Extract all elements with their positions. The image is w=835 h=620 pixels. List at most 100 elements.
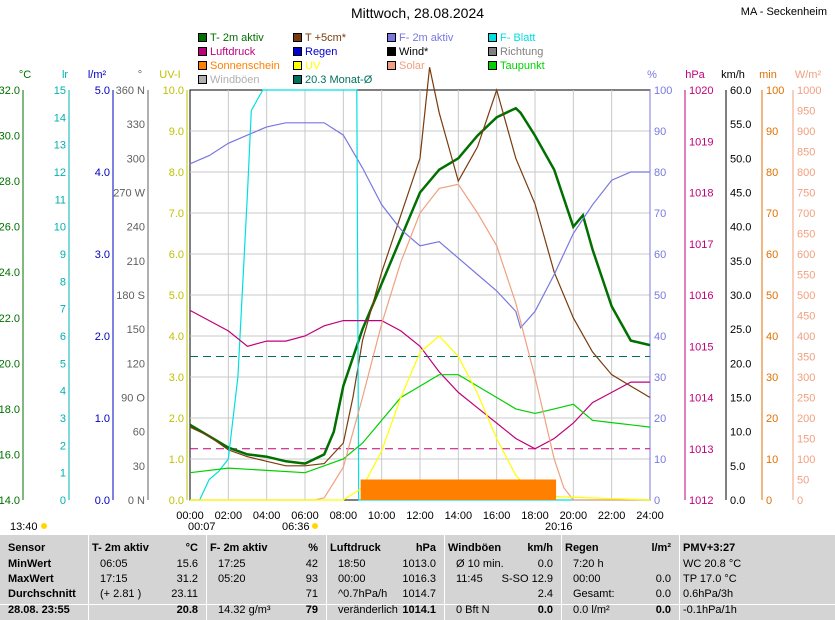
table-header: Sensor <box>8 542 46 554</box>
axis-tick-temp: 20.0 <box>0 358 20 370</box>
axis-tick-solar: 900 <box>797 126 815 138</box>
axis-tick-wind: 55.0 <box>730 119 751 131</box>
axis-tick-solar: 100 <box>797 454 815 466</box>
legend-label: Windböen <box>210 74 260 86</box>
x-tick-label: 12:00 <box>406 510 434 522</box>
axis-tick-lr: 6 <box>60 331 66 343</box>
table-cell-value: 93 <box>305 573 318 585</box>
axis-tick-hum: 10 <box>654 454 666 466</box>
axis-tick-press: 1020 <box>689 85 713 97</box>
table-separator <box>561 535 562 620</box>
chart-title: Mittwoch, 28.08.2024 <box>350 5 485 21</box>
axis-tick-uvi: 1.0 <box>169 454 184 466</box>
axis-tick-lr: 8 <box>60 276 66 288</box>
table-cell-value: 42 <box>305 558 318 570</box>
table-header-unit: km/h <box>527 542 553 554</box>
moonset-time: 13:40 <box>10 521 38 533</box>
axis-tick-min: 100 <box>766 85 784 97</box>
legend-swatch <box>387 61 396 70</box>
table-cell-value: 31.2 <box>176 573 198 585</box>
axis-tick-uvi: 4.0 <box>169 331 184 343</box>
axis-tick-lr: 12 <box>54 167 66 179</box>
moonrise-time: 00:07 <box>188 521 216 533</box>
x-tick-label: 20:00 <box>560 510 588 522</box>
x-tick-label: 16:00 <box>483 510 511 522</box>
legend-swatch <box>387 47 396 56</box>
table-cell-sub: 00:00 <box>338 573 366 585</box>
axis-tick-uvi: 3.0 <box>169 372 184 384</box>
axis-tick-lr: 9 <box>60 249 66 261</box>
axis-tick-press: 1018 <box>689 188 713 200</box>
table-cell-sub: 11:45 <box>456 573 483 585</box>
table-cell-sub: Gesamt: <box>573 588 615 600</box>
axis-tick-solar: 650 <box>797 229 815 241</box>
axis-unit-wind: km/h <box>721 69 745 81</box>
axis-tick-lr: 14 <box>54 112 66 124</box>
x-tick-label: 14:00 <box>445 510 473 522</box>
axis-tick-hum: 20 <box>654 413 666 425</box>
axis-tick-solar: 750 <box>797 188 815 200</box>
axis-tick-rain: 5.0 <box>95 85 110 97</box>
table-cell-pmv: WC 20.8 °C <box>683 558 742 570</box>
axis-tick-press: 1016 <box>689 290 713 302</box>
table-header: Windböen <box>448 542 502 554</box>
axis-tick-min: 0 <box>766 495 772 507</box>
table-cell-value: 23.11 <box>171 588 198 600</box>
axis-unit-uvi: UV-I <box>159 69 180 81</box>
table-header-unit: l/m² <box>651 542 671 554</box>
table-cell-value: 20.8 <box>176 604 198 616</box>
axis-unit-press: hPa <box>685 69 705 81</box>
axis-tick-dir: 60 <box>133 427 145 439</box>
axis-tick-dir: 330 <box>127 119 145 131</box>
axis-unit-dir: ° <box>138 69 142 81</box>
axis-tick-uvi: 7.0 <box>169 208 184 220</box>
axis-tick-rain: 3.0 <box>95 249 110 261</box>
table-cell-value: 71 <box>305 588 318 600</box>
x-tick-label: 18:00 <box>521 510 549 522</box>
axis-unit-temp: °C <box>19 69 31 81</box>
axis-tick-lr: 10 <box>54 222 66 234</box>
x-tick-label: 08:00 <box>330 510 358 522</box>
axis-tick-dir: 300 <box>127 153 145 165</box>
table-cell-sub: 00:00 <box>573 573 601 585</box>
legend-label: F- 2m aktiv <box>399 32 454 44</box>
axis-tick-dir: 270 W <box>113 188 145 200</box>
axis-tick-min: 20 <box>766 413 778 425</box>
axis-tick-dir: 240 <box>127 222 145 234</box>
axis-tick-hum: 90 <box>654 126 666 138</box>
legend-label: Wind* <box>399 46 429 58</box>
table-row-label: Durchschnitt <box>8 588 76 600</box>
table-row-label: MinWert <box>8 558 52 570</box>
axis-tick-wind: 15.0 <box>730 393 751 405</box>
station-name: MA - Seckenheim <box>740 6 827 18</box>
x-tick-label: 06:00 <box>291 510 319 522</box>
legend-label: Solar <box>399 60 425 72</box>
axis-tick-press: 1015 <box>689 341 713 353</box>
legend-item: Sonnenschein <box>198 60 280 72</box>
axis-tick-min: 50 <box>766 290 778 302</box>
axis-tick-lr: 4 <box>60 386 66 398</box>
table-cell-value: 1016.3 <box>402 573 436 585</box>
axis-tick-hum: 100 <box>654 85 672 97</box>
x-tick-label: 02:00 <box>215 510 243 522</box>
legend-item: Windböen <box>198 74 260 86</box>
legend-swatch <box>387 33 396 42</box>
axis-tick-temp: 28.0 <box>0 176 20 188</box>
axis-tick-dir: 360 N <box>116 85 145 97</box>
axis-tick-wind: 40.0 <box>730 222 751 234</box>
axis-tick-temp: 26.0 <box>0 222 20 234</box>
legend-label: F- Blatt <box>500 32 536 44</box>
legend-item: Taupunkt <box>488 60 545 72</box>
axis-tick-rain: 4.0 <box>95 167 110 179</box>
axis-tick-solar: 550 <box>797 270 815 282</box>
axis-tick-lr: 3 <box>60 413 66 425</box>
axis-tick-hum: 80 <box>654 167 666 179</box>
axis-tick-uvi: 10.0 <box>163 85 184 97</box>
legend-item: Regen <box>293 46 337 58</box>
series-sonnenschein <box>360 479 557 500</box>
axis-tick-min: 80 <box>766 167 778 179</box>
axis-tick-uvi: 8.0 <box>169 167 184 179</box>
axis-tick-solar: 200 <box>797 413 815 425</box>
table-cell-sub: veränderlich <box>338 604 398 616</box>
table-cell-sub: 14.32 g/m³ <box>218 604 271 616</box>
